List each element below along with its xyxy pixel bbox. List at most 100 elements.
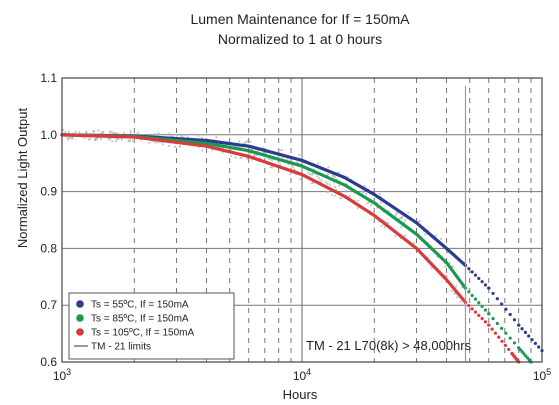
measurement-point xyxy=(249,140,252,143)
measurement-point xyxy=(334,185,337,189)
measurement-point xyxy=(129,129,132,133)
extrapolation-point-3 xyxy=(483,320,488,324)
y-tick-label: 0.9 xyxy=(40,185,57,199)
measurement-point xyxy=(296,160,299,163)
extrapolation-point-2 xyxy=(504,331,508,335)
legend-label-3: Ts = 105ºC, If = 150mA xyxy=(91,328,194,339)
measurement-point xyxy=(96,129,100,132)
extrapolation-point-1 xyxy=(483,283,488,287)
extrapolation-point-1 xyxy=(477,276,481,281)
measurement-point xyxy=(365,192,368,195)
legend-marker-1 xyxy=(76,300,84,308)
measurement-point xyxy=(318,177,321,180)
measurement-point xyxy=(363,185,366,188)
measurement-point xyxy=(334,176,337,179)
measurement-point xyxy=(299,178,302,181)
extrapolation-point-2 xyxy=(480,304,484,309)
measurement-point xyxy=(328,183,332,186)
measurement-point xyxy=(326,173,329,176)
measurement-point xyxy=(237,140,241,143)
chart-title: Lumen Maintenance for If = 150mA xyxy=(190,11,410,27)
measurement-point xyxy=(67,130,70,134)
measurement-point xyxy=(307,171,310,174)
measurement-point xyxy=(338,184,341,187)
legend-marker-3 xyxy=(76,328,84,336)
measurement-point xyxy=(310,182,314,185)
measurement-point xyxy=(316,175,319,178)
measurement-point xyxy=(333,194,337,197)
measurement-point xyxy=(317,162,320,165)
measurement-point xyxy=(360,190,363,193)
measurement-point xyxy=(412,242,416,245)
measurement-point xyxy=(459,300,462,303)
measurement-point xyxy=(120,138,124,141)
measurement-point xyxy=(179,134,182,137)
extrapolation-point-3 xyxy=(473,310,478,314)
measurement-point xyxy=(197,134,200,137)
extrapolation-point-3 xyxy=(477,313,481,317)
measurement-point xyxy=(131,139,135,142)
y-axis-label: Normalized Light Output xyxy=(15,108,30,249)
y-tick-label: 0.8 xyxy=(40,241,57,255)
legend-label-1: Ts = 55ºC, If = 150mA xyxy=(91,300,189,311)
measurement-point xyxy=(136,131,140,134)
measurement-point xyxy=(109,131,112,134)
measurement-point xyxy=(339,197,342,200)
measurement-point xyxy=(71,136,74,140)
measurement-point xyxy=(211,148,214,152)
measurement-point xyxy=(301,168,304,171)
measurement-point xyxy=(271,166,274,169)
extrapolation-point-2 xyxy=(477,301,481,305)
measurement-point xyxy=(129,132,132,135)
measurement-point xyxy=(399,217,403,220)
extrapolation-point-1 xyxy=(512,318,517,322)
measurement-point xyxy=(83,136,87,139)
measurement-point xyxy=(298,153,301,157)
measurement-point xyxy=(201,149,204,152)
measurement-point xyxy=(161,143,164,146)
measurement-point xyxy=(451,265,454,268)
y-tick-label: 0.6 xyxy=(40,355,57,369)
y-tick-label: 1.0 xyxy=(40,128,57,142)
extrapolation-point-1 xyxy=(537,345,541,349)
measurement-point xyxy=(85,130,88,133)
extrapolation-point-1 xyxy=(480,280,484,284)
extrapolation-point-3 xyxy=(497,335,501,339)
measurement-point xyxy=(102,130,105,133)
extrapolation-point-1 xyxy=(520,327,524,331)
measurement-point xyxy=(114,139,118,143)
measurement-point xyxy=(62,128,65,132)
measurement-point xyxy=(128,139,131,142)
measurement-point xyxy=(280,148,284,152)
measurement-point xyxy=(215,136,218,139)
extrapolation-point-2 xyxy=(491,316,495,321)
measurement-point xyxy=(430,266,433,270)
measurement-point xyxy=(270,158,273,162)
measurement-point xyxy=(326,191,329,194)
measurement-point xyxy=(434,234,438,237)
measurement-point xyxy=(108,138,111,141)
series-line-3 xyxy=(60,133,468,304)
measurement-point xyxy=(74,130,77,133)
extrapolation-point-1 xyxy=(533,341,537,345)
measurement-point xyxy=(330,193,334,197)
measurement-point xyxy=(400,226,403,229)
measurement-point xyxy=(291,165,294,169)
measurement-point xyxy=(168,132,171,135)
measurement-point xyxy=(450,289,453,292)
extrapolation-point-2 xyxy=(483,308,488,312)
measurement-point xyxy=(64,131,67,134)
extrapolation-point-3 xyxy=(487,323,491,327)
y-tick-label: 1.1 xyxy=(40,71,57,85)
extrapolation-point-2 xyxy=(512,341,517,345)
measurement-point xyxy=(66,138,69,141)
measurement-point xyxy=(327,166,330,169)
measurement-point xyxy=(320,178,323,182)
series-line-2 xyxy=(60,133,468,290)
extrapolation-point-2 xyxy=(470,293,474,298)
measurement-point xyxy=(93,138,97,141)
measurement-point xyxy=(122,131,126,135)
extrapolation-point-1 xyxy=(523,330,527,334)
extrapolation-point-3 xyxy=(507,347,511,352)
